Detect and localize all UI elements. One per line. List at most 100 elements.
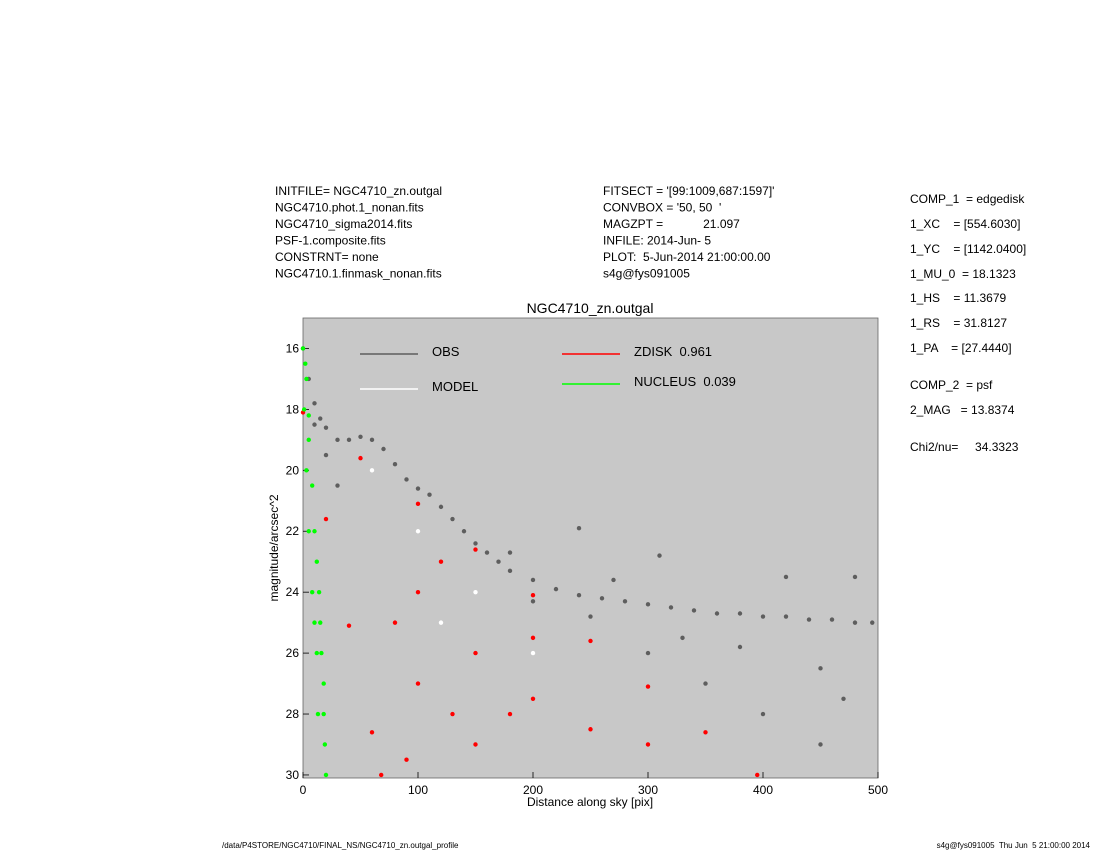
data-point <box>530 635 536 641</box>
x-tick-label: 100 <box>408 783 428 797</box>
data-point <box>496 559 501 564</box>
data-point <box>310 589 315 595</box>
data-point <box>870 620 875 625</box>
y-tick-label: 22 <box>286 524 300 538</box>
y-tick-label: 16 <box>286 341 300 355</box>
data-point <box>358 434 363 440</box>
data-point <box>404 477 409 482</box>
data-point <box>507 711 513 717</box>
data-point <box>657 553 662 558</box>
data-point <box>323 425 329 430</box>
data-point <box>392 620 398 625</box>
data-point <box>576 593 582 598</box>
data-point <box>852 574 858 580</box>
y-tick-label: 24 <box>286 585 300 599</box>
data-point <box>318 416 323 421</box>
data-point <box>588 638 593 644</box>
x-tick-label: 500 <box>868 783 888 797</box>
data-point <box>588 614 593 619</box>
data-point <box>438 504 444 510</box>
data-point <box>760 711 766 717</box>
data-point <box>427 492 432 497</box>
data-point <box>404 757 409 762</box>
data-point <box>507 550 513 555</box>
data-point <box>473 589 478 595</box>
data-point <box>310 483 315 488</box>
file-info: CONSTRNT= none <box>275 250 379 264</box>
run-info: PLOT: 5-Jun-2014 21:00:00.00 <box>603 250 771 264</box>
data-point <box>314 650 319 656</box>
legend-label: MODEL <box>432 379 478 394</box>
data-point <box>346 437 352 443</box>
data-point <box>369 437 375 443</box>
x-tick-label: 0 <box>300 783 307 797</box>
data-point <box>369 730 375 735</box>
data-point <box>322 742 328 747</box>
data-point <box>473 541 478 546</box>
y-tick-label: 30 <box>286 768 300 782</box>
data-point <box>301 407 307 412</box>
data-point <box>473 547 478 552</box>
data-point <box>714 611 720 616</box>
fit-parameter: 1_YC = [1142.0400] <box>910 242 1026 256</box>
footer-path: /data/P4STORE/NGC4710/FINAL_NS/NGC4710_z… <box>222 841 459 850</box>
data-point <box>818 666 823 671</box>
fit-parameter: 1_PA = [27.4440] <box>910 341 1012 355</box>
series-points <box>369 468 536 656</box>
data-point <box>304 468 309 473</box>
data-point <box>473 742 478 747</box>
data-point <box>530 696 536 701</box>
data-point <box>303 361 308 366</box>
x-tick-label: 400 <box>753 783 773 797</box>
data-point <box>680 635 685 641</box>
data-point <box>806 617 812 622</box>
data-point <box>306 437 311 443</box>
data-point <box>829 617 835 622</box>
data-point <box>306 529 311 534</box>
data-point <box>484 550 490 555</box>
data-point <box>645 650 651 656</box>
series-points <box>300 410 760 778</box>
data-point <box>415 501 421 507</box>
y-tick-label: 18 <box>286 402 300 416</box>
data-point <box>645 602 651 607</box>
data-point <box>755 772 760 778</box>
series-points <box>300 346 875 747</box>
fit-parameter: 1_XC = [554.6030] <box>910 217 1020 231</box>
data-point <box>312 620 317 625</box>
data-point <box>852 620 858 625</box>
legend-label: OBS <box>432 344 460 359</box>
data-point <box>622 599 628 604</box>
data-point <box>316 589 322 595</box>
data-point <box>553 586 559 592</box>
data-point <box>300 346 306 351</box>
data-point <box>392 462 398 467</box>
data-point <box>645 742 651 747</box>
x-axis-label: Distance along sky [pix] <box>527 795 653 809</box>
data-point <box>668 605 674 610</box>
data-point <box>438 620 444 625</box>
data-point <box>645 684 651 689</box>
file-info: INITFILE= NGC4710_zn.outgal <box>275 184 442 198</box>
data-point <box>319 650 324 656</box>
file-info: NGC4710_sigma2014.fits <box>275 217 412 231</box>
legend-label: ZDISK 0.961 <box>634 344 712 359</box>
data-point <box>335 483 340 488</box>
data-point <box>530 577 536 583</box>
data-point <box>312 422 317 427</box>
x-tick-label: 200 <box>523 783 543 797</box>
data-point <box>576 525 582 531</box>
data-point <box>315 711 321 717</box>
footer-stamp: s4g@fys091005 Thu Jun 5 21:00:00 2014 <box>937 841 1091 850</box>
data-point <box>507 568 513 574</box>
y-axis-label: magnitude/arcsec^2 <box>267 494 281 601</box>
data-point <box>321 681 326 686</box>
fit-parameter: 2_MAG = 13.8374 <box>910 403 1015 417</box>
fit-parameter: Chi2/nu= 34.3323 <box>910 440 1019 454</box>
y-tick-label: 20 <box>286 463 300 477</box>
data-point <box>415 486 421 491</box>
data-point <box>450 516 455 522</box>
data-point <box>381 446 386 452</box>
data-point <box>415 681 421 686</box>
legend-label: NUCLEUS 0.039 <box>634 374 736 389</box>
